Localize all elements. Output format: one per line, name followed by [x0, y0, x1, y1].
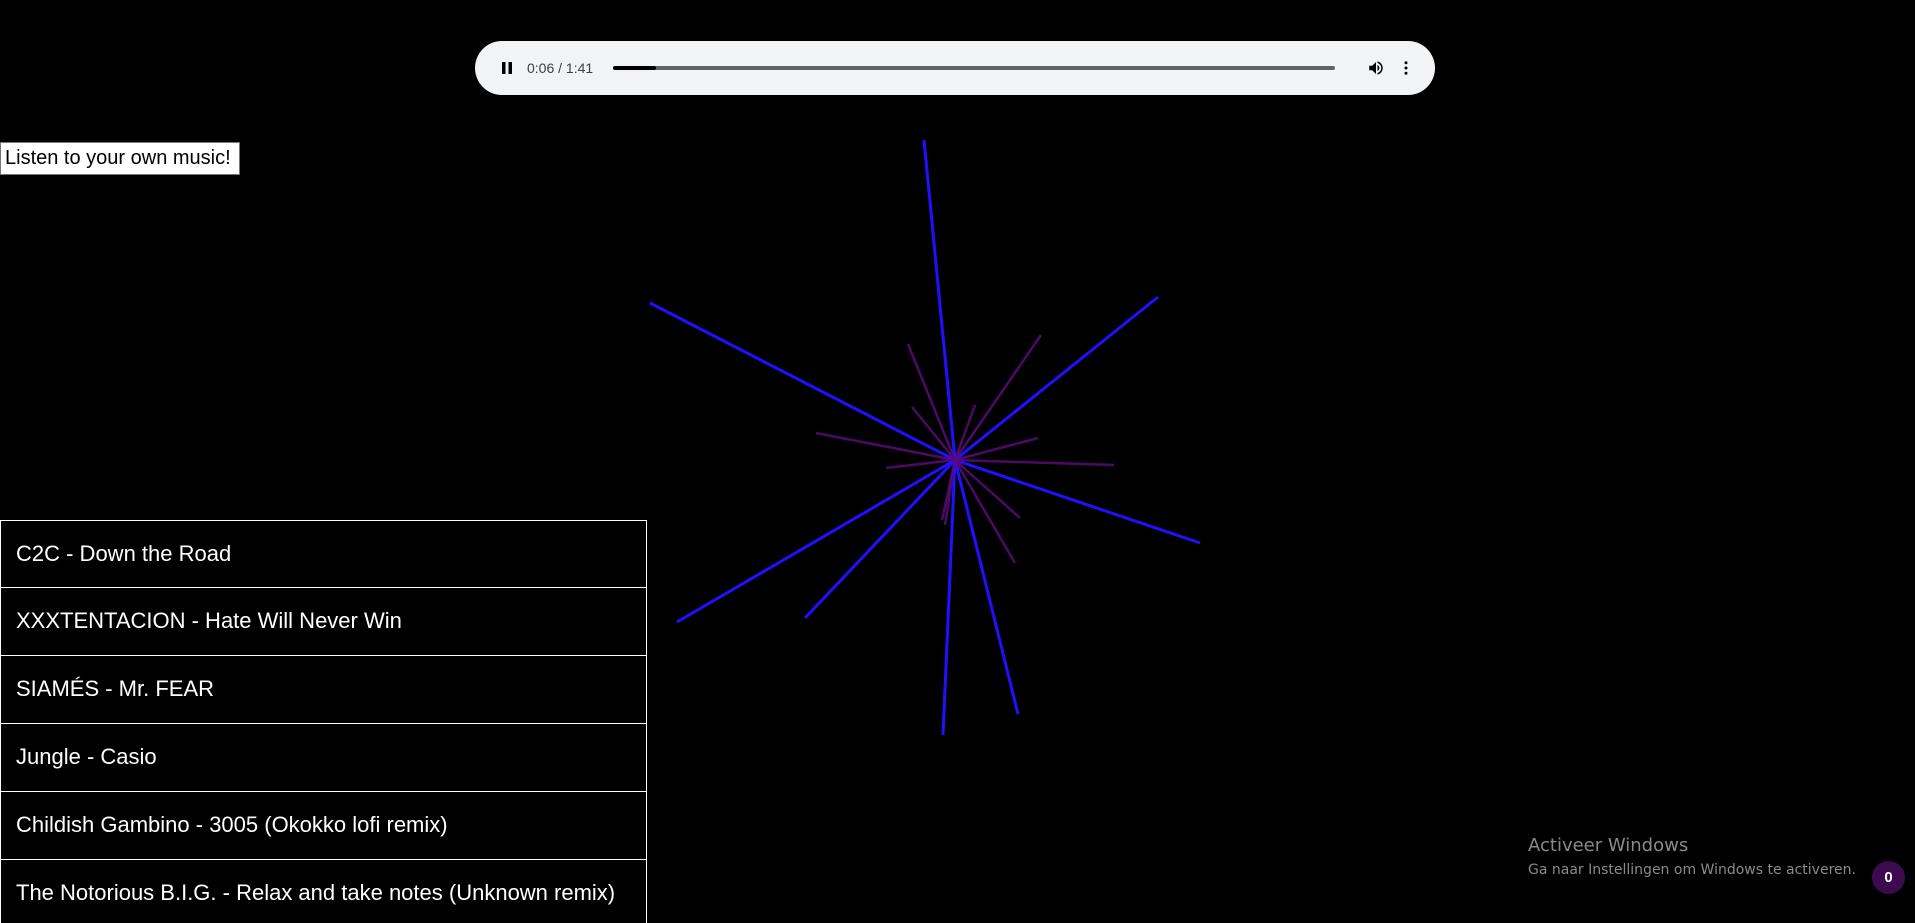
playlist-item[interactable]: Childish Gambino - 3005 (Okokko lofi rem… — [0, 791, 647, 859]
more-options-button[interactable] — [1395, 57, 1417, 79]
volume-button[interactable] — [1365, 57, 1387, 79]
visualizer-ray — [954, 458, 1115, 467]
own-music-button[interactable]: Listen to your own music! — [0, 142, 240, 175]
visualizer-ray — [954, 458, 1201, 545]
visualizer-ray — [911, 406, 956, 461]
visualizer-ray — [953, 459, 1017, 564]
visualizer-ray — [954, 459, 1021, 519]
audio-player: 0:06 / 1:41 — [475, 41, 1435, 95]
volume-icon — [1369, 61, 1383, 75]
pause-button[interactable] — [497, 58, 517, 78]
visualizer-ray — [803, 458, 957, 620]
pause-icon — [502, 62, 512, 74]
seek-progress — [613, 66, 656, 70]
visualizer-ray — [649, 301, 956, 462]
playlist-item[interactable]: Jungle - Casio — [0, 723, 647, 791]
visualizer-ray — [953, 334, 1043, 461]
playlist-item[interactable]: C2C - Down the Road — [0, 520, 647, 587]
visualizer-ray — [954, 295, 1159, 462]
time-display: 0:06 / 1:41 — [527, 60, 594, 76]
playlist-item[interactable]: XXXTENTACION - Hate Will Never Win — [0, 587, 647, 655]
watermark-title: Activeer Windows — [1528, 835, 1689, 856]
windows-activation-watermark: Activeer Windows Ga naar Instellingen om… — [1528, 834, 1856, 880]
visualizer-ray — [941, 459, 957, 736]
visualizer-ray — [922, 139, 957, 461]
visualizer-ray — [885, 458, 956, 470]
visualizer-ray — [815, 431, 956, 462]
playlist-item[interactable]: The Notorious B.I.G. - Relax and take no… — [0, 859, 647, 923]
more-vert-icon — [1404, 61, 1408, 75]
visualizer-ray — [954, 436, 1039, 462]
visualizer-ray — [953, 404, 977, 461]
notification-badge[interactable]: 0 — [1872, 861, 1905, 894]
seek-bar[interactable] — [613, 66, 1335, 70]
playlist-item[interactable]: SIAMÉS - Mr. FEAR — [0, 655, 647, 723]
visualizer-ray — [953, 459, 1020, 715]
visualizer-ray — [676, 458, 956, 624]
watermark-subtitle: Ga naar Instellingen om Windows te activ… — [1528, 862, 1856, 878]
playlist: C2C - Down the Road XXXTENTACION - Hate W… — [0, 520, 647, 923]
visualizer-ray — [940, 459, 957, 521]
visualizer-ray — [906, 343, 957, 461]
